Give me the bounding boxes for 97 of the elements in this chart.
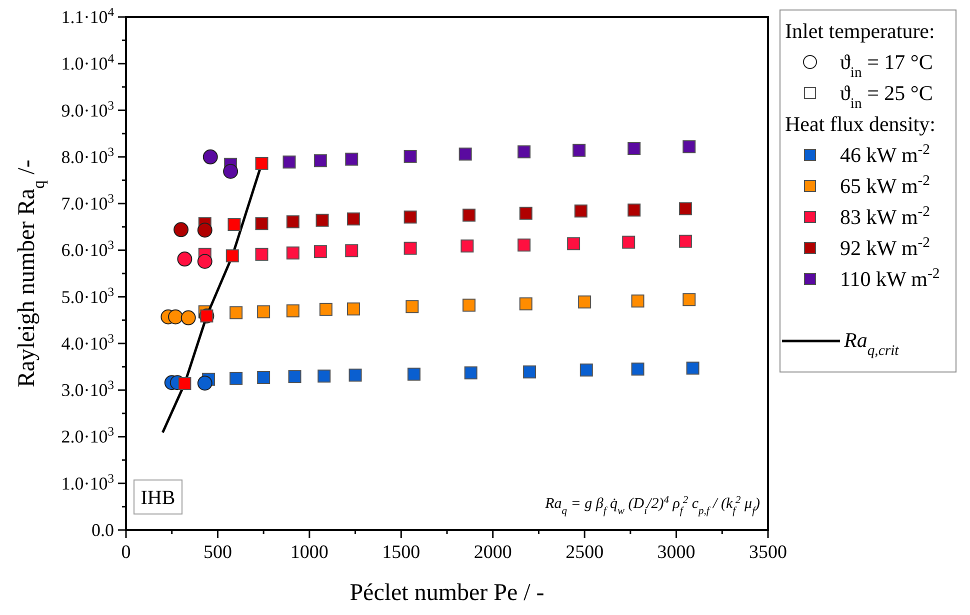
point xyxy=(223,164,238,179)
x-axis-title: Péclet number Pe / - xyxy=(350,580,544,606)
legend-label: 110 kW m$^{-2}$ xyxy=(840,266,940,291)
legend-label: ϑ$_{in}$ = 17 °C xyxy=(840,50,933,81)
point xyxy=(228,218,241,232)
point xyxy=(346,212,360,226)
y-tick-label: 7.0·10$^{3}$ xyxy=(61,192,114,214)
point xyxy=(578,295,592,308)
y-tick-label: 6.0·10$^{3}$ xyxy=(61,238,114,260)
point xyxy=(631,362,644,376)
point xyxy=(180,310,196,326)
y-tick-label: 1.0·10$^{4}$ xyxy=(61,52,115,74)
legend-label: 46 kW m$^{-2}$ xyxy=(840,142,930,167)
point xyxy=(226,249,239,262)
legend-label: 65 kW m$^{-2}$ xyxy=(840,173,930,198)
point xyxy=(282,156,296,169)
point xyxy=(178,377,192,390)
x-tick-label: 3000 xyxy=(657,542,696,563)
point xyxy=(407,368,420,381)
x-tick-label: 2000 xyxy=(474,542,512,563)
x-tick-label: 2500 xyxy=(566,542,604,563)
point xyxy=(682,293,696,306)
point xyxy=(255,217,268,230)
x-tick-label: 3500 xyxy=(749,542,787,563)
y-tick-label: 8.0·10$^{3}$ xyxy=(61,144,114,167)
x-tick-label: 1000 xyxy=(290,542,328,563)
y-tick-label: 2.0·10$^{3}$ xyxy=(61,424,114,447)
point xyxy=(286,215,300,228)
point xyxy=(628,142,641,156)
point xyxy=(286,246,300,260)
text: Heat flux density: xyxy=(785,112,936,136)
legend-label: 92 kW m$^{-2}$ xyxy=(840,235,930,260)
point xyxy=(682,140,696,154)
x-tick-label: 0 xyxy=(121,542,131,563)
point xyxy=(572,144,586,157)
point xyxy=(519,297,532,310)
annotation: IHB xyxy=(140,487,176,509)
point xyxy=(168,309,184,324)
point xyxy=(580,364,593,377)
point xyxy=(518,238,531,252)
legend-title: Inlet temperature: xyxy=(785,19,935,43)
point xyxy=(523,365,536,378)
point xyxy=(518,145,531,158)
point xyxy=(678,234,692,248)
point xyxy=(574,204,588,218)
point xyxy=(462,298,476,312)
point xyxy=(319,302,332,316)
point xyxy=(404,242,417,255)
point xyxy=(197,254,212,269)
point xyxy=(314,245,327,258)
legend-label: Ra$_{q,crit}$ xyxy=(843,328,900,359)
point xyxy=(404,150,417,163)
point xyxy=(631,294,644,308)
y-tick-label: 3.0·10$^{3}$ xyxy=(61,378,114,400)
point xyxy=(318,370,331,383)
point xyxy=(348,368,362,382)
point xyxy=(316,214,329,227)
point xyxy=(202,149,218,164)
point xyxy=(177,252,192,267)
point xyxy=(257,371,270,384)
point xyxy=(230,372,243,385)
legend-label: ϑ$_{in}$ = 25 °C xyxy=(840,81,933,112)
point xyxy=(288,370,302,384)
point xyxy=(622,236,636,249)
point xyxy=(462,208,476,222)
point xyxy=(197,376,212,391)
point xyxy=(286,304,300,318)
legend-label: 83 kW m$^{-2}$ xyxy=(840,204,930,229)
point xyxy=(464,366,478,380)
point xyxy=(567,237,580,250)
point xyxy=(345,152,358,166)
point xyxy=(346,302,360,316)
y-tick-label: 1.1·10$^{4}$ xyxy=(61,5,115,27)
y-tick-label: 5.0·10$^{3}$ xyxy=(61,284,114,307)
x-tick-label: 500 xyxy=(203,542,232,563)
point xyxy=(460,239,474,252)
y-tick-label: 9.0·10$^{3}$ xyxy=(61,98,114,120)
point xyxy=(257,305,270,318)
point xyxy=(174,222,189,238)
y-tick-label: 1.0·10$^{3}$ xyxy=(61,471,114,494)
point xyxy=(404,210,417,224)
point xyxy=(686,362,700,375)
point xyxy=(197,222,212,238)
point xyxy=(255,156,268,170)
y-tick-label: 0.0 xyxy=(92,520,114,540)
point xyxy=(230,306,243,320)
x-tick-label: 1500 xyxy=(382,542,420,563)
point xyxy=(406,300,419,314)
point xyxy=(345,244,358,258)
point xyxy=(458,148,472,161)
text: Ra$_{q}$ = g β$_{f}$ q̇$_{w}$ (D$_{i}$/2)$^{4}$ ρ$_{f}$$^{2}$ c$_{p,f}$ / (k$_{f}$$^{2}$ μ$_{f}$) xyxy=(545,494,760,516)
point xyxy=(519,206,532,220)
point xyxy=(628,204,641,217)
point xyxy=(678,202,692,216)
y-tick-label: 4.0·10$^{3}$ xyxy=(61,331,114,354)
point xyxy=(314,154,327,168)
point xyxy=(255,248,268,261)
